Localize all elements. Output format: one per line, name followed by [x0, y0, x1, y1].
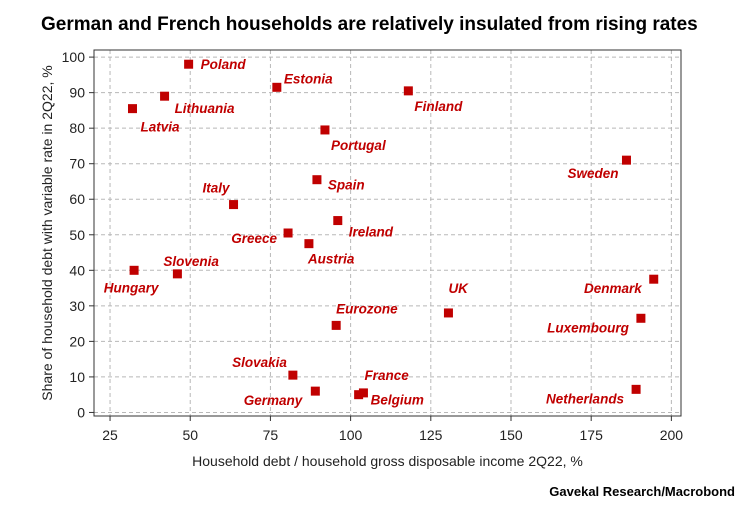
point-netherlands [631, 384, 641, 394]
label-sweden: Sweden [567, 166, 618, 181]
y-tick-label: 20 [69, 333, 85, 349]
plot-area-frame [93, 49, 682, 417]
x-tick-label: 50 [182, 427, 198, 443]
label-belgium: Belgium [371, 393, 424, 408]
label-luxembourg: Luxembourg [547, 320, 630, 335]
label-greece: Greece [231, 231, 277, 246]
point-eurozone [331, 320, 341, 330]
point-belgium [354, 390, 364, 400]
x-tick-label: 125 [419, 427, 443, 443]
y-tick-label: 40 [69, 262, 85, 278]
point-labels: Poland Estonia Lithuania Finland Latvia Portu… [104, 57, 644, 408]
label-germany: Germany [244, 393, 304, 408]
point-germany [310, 386, 320, 396]
point-spain [312, 175, 322, 185]
label-france: France [364, 368, 409, 383]
label-latvia: Latvia [140, 120, 180, 135]
point-austria [304, 239, 314, 249]
point-slovakia [288, 370, 298, 380]
y-tick-label: 30 [69, 298, 85, 314]
label-spain: Spain [328, 178, 365, 193]
y-tick-label: 10 [69, 369, 85, 385]
x-tick-label: 100 [339, 427, 363, 443]
point-poland [184, 59, 194, 69]
point-italy [229, 200, 239, 210]
point-latvia [127, 104, 137, 114]
point-portugal [320, 125, 330, 135]
label-denmark: Denmark [584, 281, 643, 296]
y-tick-label: 80 [69, 120, 85, 136]
label-eurozone: Eurozone [336, 301, 398, 316]
y-tick-label: 50 [69, 227, 85, 243]
label-finland: Finland [414, 99, 463, 114]
point-denmark [649, 274, 659, 284]
y-tick-label: 90 [69, 85, 85, 101]
point-france [358, 388, 368, 398]
label-austria: Austria [307, 252, 355, 267]
y-tick-label: 70 [69, 156, 85, 172]
source-credit: Gavekal Research/Macrobond [549, 484, 735, 499]
x-axis-title: Household debt / household gross disposa… [192, 453, 583, 469]
point-luxembourg [636, 313, 646, 323]
label-estonia: Estonia [284, 71, 333, 86]
label-slovakia: Slovakia [232, 355, 287, 370]
x-tick-label: 200 [660, 427, 684, 443]
label-uk: UK [448, 281, 469, 296]
label-lithuania: Lithuania [175, 101, 235, 116]
point-sweden [621, 155, 631, 165]
point-hungary [129, 265, 139, 275]
label-slovenia: Slovenia [163, 254, 219, 269]
x-tick-label: 175 [580, 427, 604, 443]
point-uk [443, 308, 453, 318]
label-hungary: Hungary [104, 280, 160, 295]
y-tick-label: 60 [69, 191, 85, 207]
point-slovenia [172, 269, 182, 279]
y-tick-label: 100 [62, 49, 86, 65]
grid [94, 50, 681, 416]
point-ireland [333, 216, 343, 226]
chart-title: German and French households are relativ… [41, 14, 698, 35]
x-tick-label: 150 [499, 427, 523, 443]
point-lithuania [160, 91, 170, 101]
label-portugal: Portugal [331, 138, 386, 153]
label-italy: Italy [203, 181, 232, 196]
data-points [127, 59, 659, 400]
y-axis-title: Share of household debt with variable ra… [39, 65, 55, 400]
label-poland: Poland [201, 57, 247, 72]
x-tick-label: 25 [102, 427, 118, 443]
point-greece [283, 228, 293, 238]
point-estonia [272, 82, 282, 92]
axis-ticks: 25 50 75 100 125 150 175 200 0 10 20 30 40 50 60 70 80 90… [62, 49, 684, 443]
point-finland [403, 86, 413, 96]
x-tick-label: 75 [263, 427, 279, 443]
label-netherlands: Netherlands [546, 391, 625, 406]
y-tick-label: 0 [77, 404, 85, 420]
label-ireland: Ireland [349, 225, 394, 240]
